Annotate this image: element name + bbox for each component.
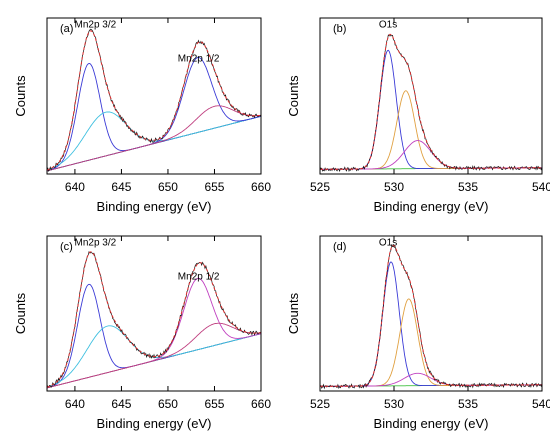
x-tick-label: 660 [251,397,271,411]
fit-envelope [46,251,262,388]
x-tick-label: 535 [458,397,478,411]
y-axis-label: Counts [13,292,28,334]
x-tick-label: 655 [204,180,224,194]
chart-panel-2: 525 530 535 540 Binding energy (eV) Counts (b)… [286,17,550,214]
x-tick-label: 660 [251,180,271,194]
x-tick-label: 650 [158,180,178,194]
x-tick-label: 540 [532,180,550,194]
x-axis-label: Binding energy (eV) [97,199,212,214]
peak-annotation: Mn2p 3/2 [75,237,117,248]
peak-annotation: Mn2p 3/2 [75,19,117,30]
y-axis-label: Counts [286,75,301,117]
panel-label: (c) [60,241,73,253]
x-tick-label: 640 [65,397,85,411]
measured-spectrum [319,33,543,173]
component-peak-2 [320,90,542,170]
panel-label: (b) [333,23,346,35]
x-tick-label: 530 [384,397,404,411]
panel-label: (a) [60,23,73,35]
plot-frame [319,17,543,175]
x-tick-label: 645 [111,180,131,194]
x-tick-label: 540 [532,397,550,411]
measured-spectrum [319,243,543,390]
component-peak-4 [46,105,262,172]
measured-spectrum [46,28,262,173]
fit-envelope [320,244,542,387]
x-tick-label: 645 [111,397,131,411]
measured-spectrum [46,251,262,388]
y-axis-label: Counts [286,292,301,334]
component-peak-3 [46,277,262,389]
x-axis-label: Binding energy (eV) [97,416,212,431]
peak-annotation: Mn2p 1/2 [178,54,220,65]
fit-envelope [320,33,542,170]
plot-frame [319,235,543,392]
x-axis-label: Binding energy (eV) [374,416,489,431]
plot-frame [46,235,262,392]
component-peak-2 [46,111,262,171]
peak-annotation: Mn2p 1/2 [178,271,220,282]
component-peak-2 [46,325,262,388]
x-tick-label: 525 [310,397,330,411]
chart-panel-1: 640 645 650 655 660 Binding energy (eV) Counts… [13,17,271,214]
component-peak-1 [319,261,542,387]
chart-panel-4: 525 530 535 540 Binding energy (eV) Counts (d)… [286,235,550,431]
x-tick-label: 650 [158,397,178,411]
peak-annotation: O1s [379,19,397,30]
x-tick-label: 640 [65,180,85,194]
component-peak-4 [46,322,262,389]
component-peak-3 [320,140,542,170]
fit-envelope [46,30,262,171]
panel-label: (d) [333,241,346,253]
x-tick-label: 655 [204,397,224,411]
y-axis-label: Counts [13,75,28,117]
x-tick-label: 535 [458,180,478,194]
x-tick-label: 525 [310,180,330,194]
chart-panel-3: 640 645 650 655 660 Binding energy (eV) Counts… [13,235,271,431]
x-tick-label: 530 [384,180,404,194]
x-axis-label: Binding energy (eV) [374,199,489,214]
plot-frame [46,17,262,175]
peak-annotation: O1s [379,237,397,248]
